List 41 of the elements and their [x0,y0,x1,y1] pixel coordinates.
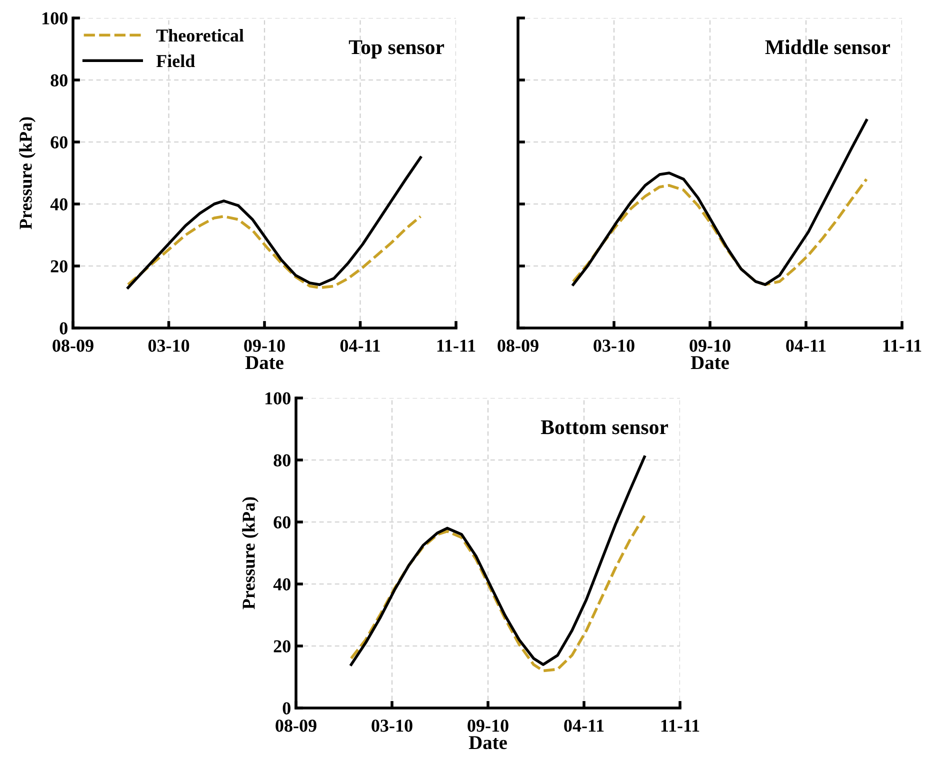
x-axis-title: Date [245,356,284,370]
x-tick-label: 08-09 [52,340,94,352]
x-tick-label: 04-11 [786,340,826,352]
x-tick-label: 09-10 [690,340,730,352]
y-tick-label: 40 [50,198,68,210]
y-tick-label: 0 [60,322,68,334]
y-tick-label: 80 [50,74,68,86]
y-axis-title: Pressure (kPa) [19,117,36,230]
text: Top sensor [348,40,444,58]
x-axis-title: Date [468,736,507,750]
x-axis-title: Date [690,356,729,370]
x-tick-label: 04-11 [340,340,380,352]
y-tick-label: 20 [274,640,290,652]
line-series [350,514,646,672]
y-tick-label: 20 [50,260,68,272]
x-tick-label: 09-10 [468,720,508,732]
text: Middle sensor [765,40,890,54]
x-tick-label: 08-09 [276,720,316,732]
x-tick-label: 04-11 [564,720,604,732]
y-tick-label: 60 [274,516,290,528]
y-tick-label: 0 [282,702,290,714]
x-tick-label: 11-11 [437,340,476,352]
x-tick-label: 03-10 [372,720,412,732]
y-tick-label: 80 [274,454,290,466]
legend-label: Theoretical [156,28,244,42]
x-tick-label: 11-11 [661,720,700,732]
line-series [126,215,422,290]
x-tick-label: 09-10 [244,340,285,352]
legend-label: Field [156,54,195,68]
y-axis-title: Pressure (kPa) [242,497,258,610]
y-tick-label: 100 [266,392,290,404]
y-tick-label: 100 [42,12,68,24]
line-series [126,156,422,290]
x-tick-label: 03-10 [594,340,634,352]
y-tick-label: 40 [273,578,290,590]
line-series [350,456,646,666]
text: Bottom sensor [540,420,668,434]
x-tick-label: 03-10 [148,340,190,352]
y-tick-label: 60 [50,136,68,148]
x-tick-label: 11-11 [883,340,922,352]
x-tick-label: 08-09 [498,340,538,352]
